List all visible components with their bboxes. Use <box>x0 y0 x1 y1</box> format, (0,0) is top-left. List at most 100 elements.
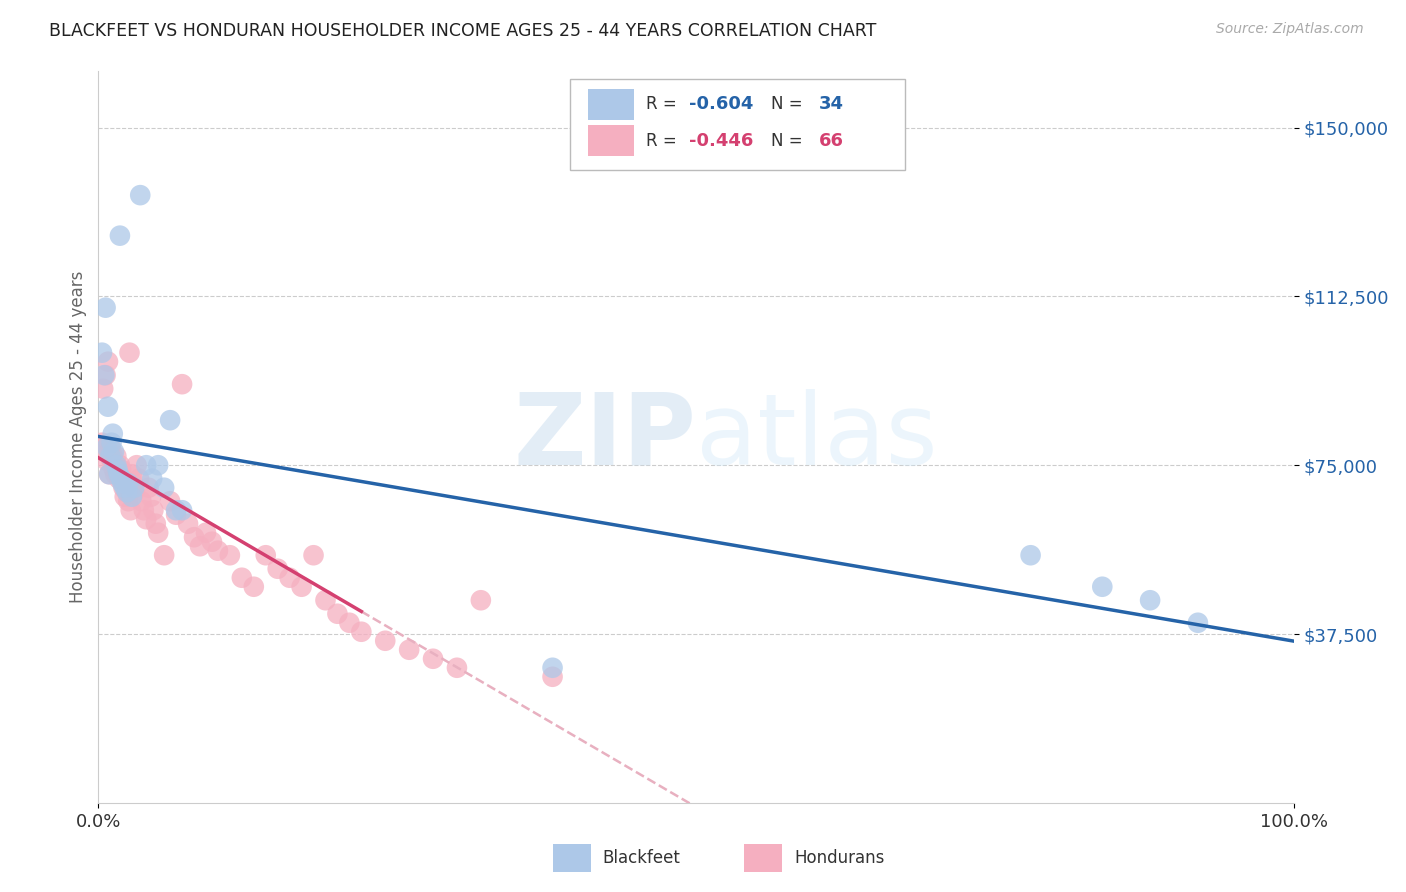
Point <box>104 467 127 482</box>
Point <box>105 458 128 473</box>
Point <box>97 400 120 414</box>
Point <box>159 413 181 427</box>
Text: R =: R = <box>645 95 682 113</box>
Point <box>541 661 564 675</box>
Point <box>254 548 277 562</box>
Point <box>117 494 139 508</box>
Point <box>112 481 135 495</box>
Point <box>1139 593 1161 607</box>
Point <box>96 440 118 454</box>
Point <box>110 463 132 477</box>
Text: N =: N = <box>772 95 808 113</box>
Point <box>114 481 136 495</box>
Point <box>541 670 564 684</box>
Point <box>165 508 187 522</box>
Text: -0.604: -0.604 <box>689 95 754 113</box>
Point <box>101 426 124 441</box>
Point <box>108 228 131 243</box>
Point <box>103 463 125 477</box>
Point <box>315 593 337 607</box>
Point <box>118 345 141 359</box>
Point <box>131 494 153 508</box>
Point <box>188 539 211 553</box>
Point <box>98 440 122 454</box>
Point <box>148 458 170 473</box>
Point <box>110 472 132 486</box>
Point <box>98 449 122 463</box>
Point <box>172 377 194 392</box>
Point <box>91 382 114 396</box>
Point <box>302 548 325 562</box>
Point <box>91 345 114 359</box>
Point <box>107 472 129 486</box>
Y-axis label: Householder Income Ages 25 - 44 years: Householder Income Ages 25 - 44 years <box>69 271 87 603</box>
Text: atlas: atlas <box>696 389 938 485</box>
Point <box>115 485 138 500</box>
Text: N =: N = <box>772 132 808 150</box>
Point <box>172 503 194 517</box>
Point <box>243 580 266 594</box>
Point <box>135 512 157 526</box>
Point <box>128 472 150 486</box>
Point <box>141 472 163 486</box>
FancyBboxPatch shape <box>553 844 591 871</box>
Point <box>100 453 122 467</box>
Point <box>124 481 146 495</box>
Point <box>115 485 138 500</box>
Point <box>115 476 138 491</box>
Point <box>267 562 290 576</box>
Point <box>125 458 148 473</box>
Point <box>138 481 160 495</box>
Point <box>122 476 145 491</box>
Point <box>114 490 136 504</box>
Point <box>94 301 117 315</box>
Point <box>135 458 157 473</box>
Point <box>153 548 176 562</box>
Point <box>93 368 115 383</box>
Point <box>105 449 128 463</box>
Point <box>98 467 121 482</box>
Point <box>111 476 134 491</box>
Point <box>121 467 143 482</box>
Point <box>107 467 129 482</box>
Point <box>153 481 176 495</box>
Text: 66: 66 <box>820 132 844 150</box>
Point <box>1091 580 1114 594</box>
Text: Hondurans: Hondurans <box>794 848 884 867</box>
Point <box>111 472 134 486</box>
Point <box>107 463 129 477</box>
Point <box>94 368 117 383</box>
Point <box>165 503 187 517</box>
Point <box>121 490 143 504</box>
Point <box>195 525 218 540</box>
Point <box>446 661 468 675</box>
Point <box>148 525 170 540</box>
Text: -0.446: -0.446 <box>689 132 754 150</box>
Point <box>291 580 314 594</box>
Point <box>124 485 146 500</box>
Point <box>219 548 242 562</box>
FancyBboxPatch shape <box>589 89 634 120</box>
Point <box>91 435 114 450</box>
Text: Blackfeet: Blackfeet <box>603 848 681 867</box>
Point <box>103 444 125 458</box>
Point <box>93 440 115 454</box>
Point <box>108 458 131 473</box>
Point <box>470 593 492 607</box>
Point <box>101 449 124 463</box>
Point <box>132 503 155 517</box>
Point <box>339 615 361 630</box>
Text: 34: 34 <box>820 95 844 113</box>
Point <box>326 607 349 621</box>
Point <box>422 652 444 666</box>
Point <box>139 490 162 504</box>
Point <box>142 503 165 517</box>
Point <box>97 354 120 368</box>
Text: Source: ZipAtlas.com: Source: ZipAtlas.com <box>1216 22 1364 37</box>
Point <box>129 188 152 202</box>
Point <box>201 534 224 549</box>
Point <box>374 633 396 648</box>
Point <box>159 494 181 508</box>
Point <box>350 624 373 639</box>
Point <box>278 571 301 585</box>
